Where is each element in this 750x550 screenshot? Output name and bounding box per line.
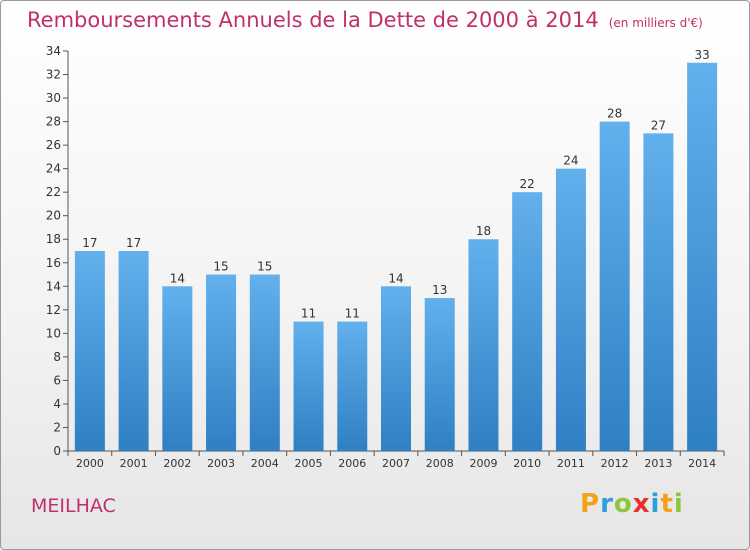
x-tick-label: 2013: [644, 457, 672, 470]
x-tick-label: 2001: [120, 457, 148, 470]
bar: [206, 274, 237, 451]
data-label: 15: [257, 260, 272, 274]
bar: [162, 286, 193, 451]
data-label: 28: [607, 107, 622, 121]
logo-letter: o: [613, 489, 633, 519]
y-tick-label: 30: [46, 91, 61, 105]
bar: [468, 239, 499, 451]
x-tick-label: 2014: [688, 457, 716, 470]
data-label: 13: [432, 283, 447, 297]
data-label: 11: [301, 307, 316, 321]
bar: [337, 321, 368, 451]
bar: [249, 274, 280, 451]
data-label: 14: [170, 271, 185, 285]
proxiti-logo[interactable]: Proxiti: [580, 489, 684, 519]
y-tick-label: 16: [46, 256, 61, 270]
data-label: 27: [651, 118, 666, 132]
y-tick-label: 12: [46, 303, 61, 317]
y-tick-label: 28: [46, 115, 61, 129]
y-tick-label: 0: [53, 444, 61, 458]
x-tick-label: 2008: [426, 457, 454, 470]
data-label: 17: [126, 236, 141, 250]
chart-subtitle: (en milliers d'€): [608, 16, 703, 30]
logo-letter: r: [600, 489, 614, 519]
y-tick-label: 24: [46, 162, 61, 176]
data-label: 22: [520, 177, 535, 191]
bar: [424, 298, 455, 451]
logo-letter: x: [632, 489, 651, 519]
logo-letter: i: [673, 489, 684, 519]
bar: [643, 133, 674, 451]
bar: [118, 251, 149, 451]
y-tick-label: 22: [46, 185, 61, 199]
data-label: 11: [345, 307, 360, 321]
bar: [555, 168, 586, 451]
bar: [687, 62, 718, 451]
data-label: 24: [563, 154, 578, 168]
x-tick-label: 2003: [207, 457, 235, 470]
data-label: 18: [476, 224, 491, 238]
x-tick-label: 2009: [469, 457, 497, 470]
bar: [381, 286, 411, 451]
y-tick-label: 26: [46, 138, 61, 152]
chart-title: Remboursements Annuels de la Dette de 20…: [27, 8, 703, 32]
logo-letter: t: [660, 489, 674, 519]
bar: [599, 121, 630, 452]
y-tick-label: 14: [46, 279, 61, 293]
x-tick-label: 2004: [251, 457, 279, 470]
data-label: 17: [82, 236, 97, 250]
chart-title-main: Remboursements Annuels de la Dette de 20…: [27, 8, 599, 32]
x-tick-label: 2000: [76, 457, 104, 470]
x-tick-label: 2005: [295, 457, 323, 470]
y-tick-label: 8: [53, 350, 61, 364]
data-label: 14: [388, 271, 403, 285]
logo-letter: P: [580, 489, 601, 519]
bar: [512, 192, 543, 452]
data-label: 15: [213, 260, 228, 274]
y-tick-label: 4: [53, 397, 61, 411]
y-tick-label: 18: [46, 232, 61, 246]
data-label: 33: [694, 48, 709, 62]
commune-name: MEILHAC: [31, 495, 116, 517]
x-tick-label: 2010: [513, 457, 541, 470]
y-tick-label: 2: [53, 420, 61, 434]
x-tick-label: 2012: [601, 457, 629, 470]
y-tick-label: 10: [46, 326, 61, 340]
chart-bars: 17 17 14 15 15 11 11 14 13 18 22 24 28 27 33: [74, 48, 718, 452]
x-tick-label: 2002: [163, 457, 191, 470]
x-tick-label: 2007: [382, 457, 410, 470]
y-tick-label: 34: [46, 44, 61, 58]
x-tick-label: 2011: [557, 457, 585, 470]
y-tick-label: 32: [46, 68, 61, 82]
y-tick-label: 20: [46, 209, 61, 223]
bar: [293, 321, 324, 451]
logo-letter: i: [650, 489, 661, 519]
bar: [74, 251, 105, 451]
y-tick-label: 6: [53, 373, 61, 387]
x-tick-label: 2006: [338, 457, 366, 470]
